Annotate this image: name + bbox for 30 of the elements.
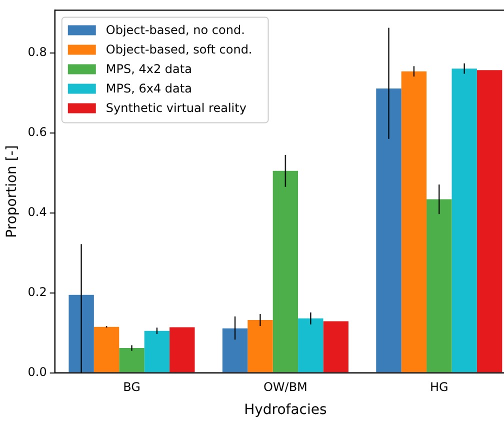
y-tick-label: 0.6 <box>28 125 47 140</box>
bar <box>452 68 477 372</box>
y-axis-title: Proportion [-] <box>4 145 20 238</box>
bar <box>401 71 427 372</box>
bar <box>222 328 248 372</box>
bar <box>298 318 324 372</box>
bar <box>144 330 170 372</box>
x-tick-label: OW/BM <box>263 380 308 394</box>
bar <box>476 70 502 372</box>
y-tick-label: 0.0 <box>28 364 47 379</box>
bar <box>323 321 348 372</box>
x-tick-label: BG <box>123 380 140 394</box>
y-tick-label: 0.8 <box>28 45 47 60</box>
bar <box>68 294 94 372</box>
legend-label: MPS, 4x2 data <box>106 62 192 76</box>
bar <box>94 326 120 372</box>
legend-label: Object-based, no cond. <box>106 22 245 37</box>
legend-label: Object-based, soft cond. <box>106 42 252 56</box>
bar <box>248 320 273 372</box>
bar <box>170 327 195 372</box>
legend-label: MPS, 6x4 data <box>106 81 192 96</box>
bar <box>119 348 144 372</box>
y-tick-label: 0.2 <box>28 284 47 299</box>
bar <box>426 199 452 372</box>
bar <box>376 88 402 372</box>
x-tick-label: HG <box>430 380 448 394</box>
y-tick-label: 0.4 <box>28 205 47 220</box>
x-axis-title: Hydrofacies <box>244 402 327 418</box>
bar <box>272 170 298 372</box>
legend-label: Synthetic virtual reality <box>106 100 246 115</box>
